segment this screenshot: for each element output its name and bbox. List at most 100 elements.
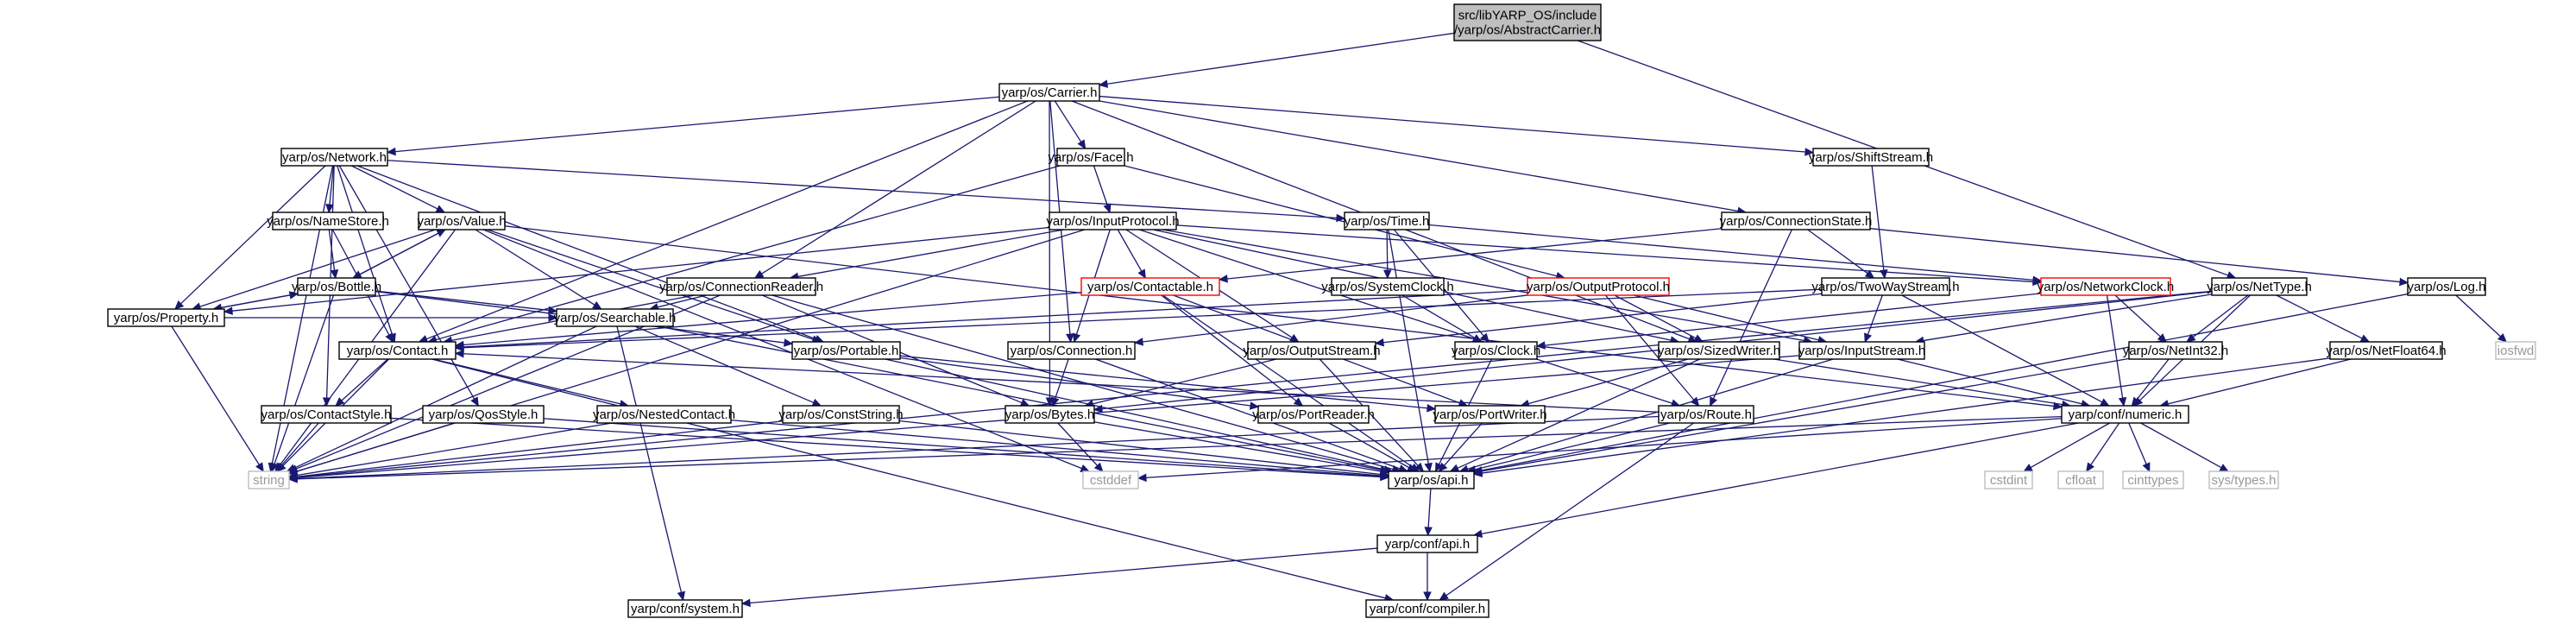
arrowhead-icon [1535, 341, 1546, 350]
edge-line [394, 96, 1000, 153]
node-box [280, 148, 388, 167]
node-systypes[interactable]: sys/types.h [2208, 470, 2279, 489]
node-confcompiler[interactable]: yarp/conf/compiler.h [1365, 599, 1490, 618]
edge-line [435, 165, 1061, 341]
node-time[interactable]: yarp/os/Time.h [1344, 211, 1430, 230]
node-box [2407, 277, 2486, 296]
node-bottle[interactable]: yarp/os/Bottle.h [292, 277, 381, 296]
arrowhead-icon [1471, 334, 1483, 343]
node-twowaystream[interactable]: yarp/os/TwoWayStream.h [1811, 277, 1960, 296]
node-portable[interactable]: yarp/os/Portable.h [791, 341, 901, 360]
node-sizedwriter[interactable]: yarp/os/SizedWriter.h [1658, 341, 1780, 360]
edge-line [1124, 165, 1558, 277]
node-contactstyle[interactable]: yarp/os/ContactStyle.h [261, 405, 392, 424]
node-outputprotocol[interactable]: yarp/os/OutputProtocol.h [1527, 277, 1670, 296]
edge-networkclock-to-netint32 [2114, 294, 2167, 343]
edge-connection-to-bytes [1051, 358, 1069, 407]
node-networkclock[interactable]: yarp/os/NetworkClock.h [2037, 277, 2174, 296]
node-iosfwd[interactable]: iosfwd [2495, 341, 2536, 360]
edge-outputprotocol-to-connection [1133, 294, 1528, 346]
edge-route-to-confcompiler [1439, 422, 1695, 601]
node-property[interactable]: yarp/os/Property.h [107, 308, 225, 327]
edge-line [797, 229, 1064, 278]
arrowhead-icon [811, 398, 822, 407]
arrowhead-icon [1336, 213, 1346, 223]
arrowhead-icon [2142, 462, 2151, 473]
node-confsystem[interactable]: yarp/conf/system.h [627, 599, 743, 618]
arrowhead-icon [1427, 404, 1437, 413]
edge-log-to-iosfwd [2455, 294, 2508, 343]
arrowhead-icon [1423, 591, 1432, 602]
node-box [2329, 341, 2443, 360]
node-netfloat64[interactable]: yarp/os/NetFloat64.h [2326, 341, 2447, 360]
node-clock[interactable]: yarp/os/Clock.h [1452, 341, 1540, 360]
node-label: yarp/os/InputStream.h [1798, 344, 1926, 358]
node-shiftstream[interactable]: yarp/os/ShiftStream.h [1809, 148, 1933, 167]
node-contact[interactable]: yarp/os/Contact.h [338, 341, 457, 360]
node-numeric[interactable]: yarp/conf/numeric.h [2061, 405, 2189, 424]
node-cinttypes[interactable]: cinttypes [2122, 470, 2184, 489]
node-confapi[interactable]: yarp/conf/api.h [1376, 534, 1478, 553]
node-cstddef[interactable]: cstddef [1082, 470, 1139, 489]
edge-line [899, 357, 1251, 407]
node-nestedcontact[interactable]: yarp/os/NestedContact.h [593, 405, 735, 424]
arrowhead-icon [454, 349, 464, 358]
node-systemclock[interactable]: yarp/os/SystemClock.h [1321, 277, 1454, 296]
node-value[interactable]: yarp/os/Value.h [417, 211, 507, 230]
node-label: iosfwd [2497, 344, 2535, 358]
node-inputstream[interactable]: yarp/os/InputStream.h [1798, 341, 1926, 360]
node-log[interactable]: yarp/os/Log.h [2407, 277, 2486, 296]
edge-line [293, 325, 597, 469]
edge-inputprotocol-to-connectionreader [789, 229, 1064, 281]
node-connection[interactable]: yarp/os/Connection.h [1007, 341, 1136, 360]
edge-bottle-to-searchable [375, 290, 558, 315]
edge-line [1773, 358, 2063, 406]
edge-shiftstream-to-twowaystream [1871, 165, 1888, 280]
node-cfloat[interactable]: cfloat [2057, 470, 2104, 489]
edge-line [749, 547, 1378, 604]
node-namestore[interactable]: yarp/os/NameStore.h [267, 211, 389, 230]
edge-line [1226, 228, 1723, 280]
node-contactable[interactable]: yarp/os/Contactable.h [1080, 277, 1220, 296]
node-label: cinttypes [2127, 473, 2178, 488]
node-searchable[interactable]: yarp/os/Searchable.h [554, 308, 677, 327]
edge-line [1054, 100, 1082, 142]
edge-line [296, 415, 1660, 480]
node-connectionreader[interactable]: yarp/os/ConnectionReader.h [659, 277, 823, 296]
arrowhead-icon [255, 462, 264, 473]
node-face[interactable]: yarp/os/Face.h [1048, 148, 1134, 167]
node-bytes[interactable]: yarp/os/Bytes.h [1005, 405, 1095, 424]
node-route[interactable]: yarp/os/Route.h [1658, 405, 1754, 424]
edge-time-to-networkclock [1428, 224, 2043, 285]
node-portreader[interactable]: yarp/os/PortReader.h [1252, 405, 1375, 424]
node-nettype[interactable]: yarp/os/NetType.h [2207, 277, 2312, 296]
node-root[interactable]: src/libYARP_OS/include/yarp/os/AbstractC… [1453, 3, 1602, 41]
edge-line [338, 165, 476, 400]
node-inputprotocol[interactable]: yarp/os/InputProtocol.h [1046, 211, 1180, 230]
node-conststring[interactable]: yarp/os/ConstString.h [778, 405, 904, 424]
node-label: yarp/os/Portable.h [794, 344, 899, 358]
arrowhead-icon [1864, 332, 1872, 344]
edge-line [1388, 229, 1429, 464]
edge-line [2136, 358, 2170, 401]
edge-outputprotocol-to-sizedwriter [1614, 294, 1704, 343]
node-box [1821, 277, 1950, 296]
node-string[interactable]: string [248, 470, 290, 489]
edge-inputprotocol-to-contactable [1117, 229, 1146, 280]
node-portwriter[interactable]: yarp/os/PortWriter.h [1433, 405, 1547, 424]
edge-line [1481, 357, 2130, 472]
node-carrier[interactable]: yarp/os/Carrier.h [998, 83, 1100, 102]
node-qosstyle[interactable]: yarp/os/QosStyle.h [422, 405, 545, 424]
arrowhead-icon [1293, 397, 1304, 407]
node-netint32[interactable]: yarp/os/NetInt32.h [2123, 341, 2229, 360]
node-cstdint[interactable]: cstdint [1984, 470, 2033, 489]
node-label: yarp/os/OutputProtocol.h [1527, 280, 1670, 294]
node-network[interactable]: yarp/os/Network.h [280, 148, 388, 167]
edge-line [463, 288, 1823, 349]
node-label: yarp/os/Contact.h [347, 344, 449, 358]
node-connectionstate[interactable]: yarp/os/ConnectionState.h [1720, 211, 1873, 230]
arrowhead-icon [1051, 396, 1060, 407]
node-label: yarp/os/PortWriter.h [1433, 407, 1546, 422]
node-api[interactable]: yarp/os/api.h [1388, 470, 1475, 489]
node-outputstream[interactable]: yarp/os/OutputStream.h [1243, 341, 1381, 360]
